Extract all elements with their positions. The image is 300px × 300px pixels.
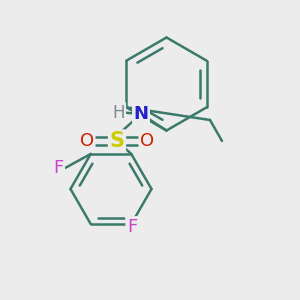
Text: S: S: [110, 131, 124, 151]
Text: O: O: [80, 132, 94, 150]
Text: F: F: [127, 218, 137, 236]
Text: N: N: [134, 105, 148, 123]
Text: H: H: [112, 103, 125, 122]
Text: O: O: [140, 132, 154, 150]
Text: F: F: [53, 159, 64, 177]
